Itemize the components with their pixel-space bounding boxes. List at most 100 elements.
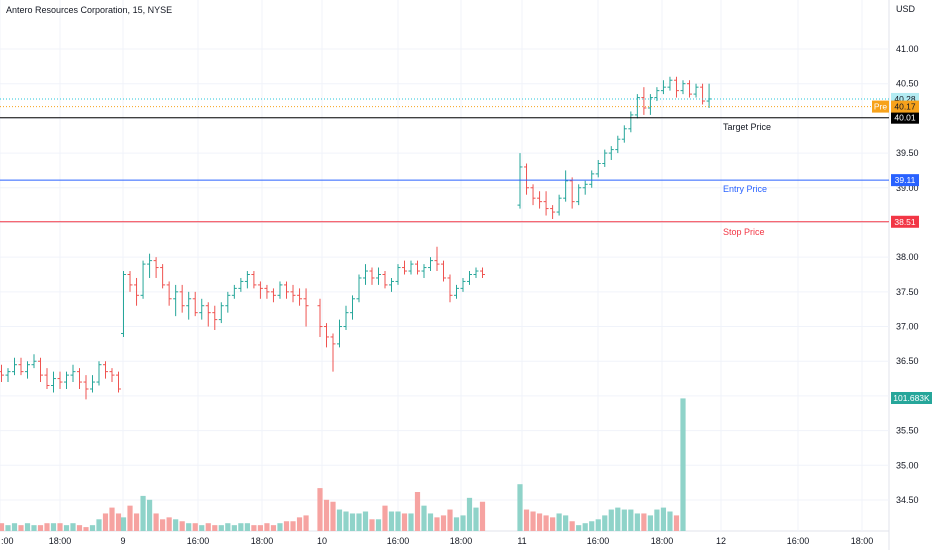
volume-bar: [569, 521, 575, 531]
y-tick-label: 34.50: [896, 495, 919, 505]
volume-bar: [296, 517, 303, 531]
x-tick-label: 11: [517, 536, 526, 546]
volume-bar: [24, 523, 31, 531]
volume-bar: [153, 513, 159, 531]
y-tick-label: 35.00: [896, 460, 919, 470]
volume-bar: [473, 507, 479, 531]
pre-label-text: Pre: [874, 102, 888, 112]
volume-bar: [595, 519, 601, 531]
volume-bar: [362, 511, 369, 531]
pre-label-tag: [872, 100, 889, 113]
volume-bar: [550, 517, 556, 531]
volume-bar: [673, 515, 680, 531]
volume-bar: [63, 525, 70, 531]
volume-bar: [382, 505, 388, 531]
y-tick-label: 35.50: [896, 426, 919, 436]
x-tick-label: 18:00: [49, 536, 72, 546]
entry-price-tag-text: 39.11: [895, 175, 916, 185]
volume-bar: [466, 497, 473, 531]
volume-bar: [102, 513, 109, 531]
volume-bar: [37, 525, 44, 531]
x-tick-label: 16:00: [587, 536, 610, 546]
volume-bar: [11, 523, 18, 531]
volume-bar: [641, 513, 647, 531]
volume-bar: [140, 495, 146, 531]
y-tick-label: 40.50: [896, 79, 919, 89]
chart-title: Antero Resources Corporation, 15, NYSE: [6, 5, 173, 15]
volume-bar: [323, 499, 330, 531]
volume-bar: [460, 515, 466, 531]
volume-bar: [634, 513, 640, 531]
x-tick-label: 10: [317, 536, 327, 546]
stop-price-tag-text: 38.51: [894, 217, 916, 227]
x-tick-label: 16:00: [187, 536, 210, 546]
stop-price-label: Stop Price: [723, 227, 765, 237]
y-tick-label: 37.00: [896, 322, 919, 332]
volume-bar: [115, 513, 122, 531]
volume-bar: [401, 513, 408, 531]
volume-bar: [218, 525, 224, 531]
volume-bar: [517, 484, 523, 531]
volume-bar: [576, 525, 582, 531]
entry-price-tag: [891, 174, 919, 187]
volume-bar: [349, 513, 356, 531]
volume-bar: [109, 507, 115, 531]
volume-bar: [18, 525, 24, 531]
last-price-tag-text: 40.28: [894, 94, 916, 104]
volume-bar: [133, 513, 140, 531]
volume-bar: [96, 519, 102, 531]
volume-bar: [251, 525, 257, 531]
volume-bar: [0, 523, 5, 531]
volume-bar: [146, 499, 153, 531]
volume-bar: [680, 398, 686, 531]
volume-bar: [166, 517, 172, 531]
volume-bar: [543, 515, 549, 531]
volume-bar: [76, 525, 83, 531]
volume-bar: [336, 509, 343, 531]
volume-bar: [395, 511, 401, 531]
volume-bar: [173, 519, 179, 531]
entry-price-label: Entry Price: [723, 184, 767, 194]
y-tick-label: 37.50: [896, 287, 919, 297]
volume-bar: [277, 523, 283, 531]
volume-bar: [530, 511, 536, 531]
volume-bar: [343, 511, 349, 531]
volume-bar: [238, 523, 244, 531]
volume-bar: [127, 505, 133, 531]
y-tick-label: 41.00: [896, 44, 919, 54]
x-tick-label: 16:00: [787, 536, 810, 546]
volume-bar: [536, 513, 543, 531]
volume-bar: [440, 515, 447, 531]
volume-bar: [89, 525, 96, 531]
volume-bar: [563, 515, 569, 531]
volume-bar: [369, 519, 375, 531]
volume-bar: [628, 509, 634, 531]
volume-bar: [356, 513, 362, 531]
pre-value-tag-text: 40.17: [894, 102, 916, 112]
volume-bar: [205, 523, 211, 531]
x-tick-label: 18:00: [851, 536, 874, 546]
x-tick-label: 12: [716, 536, 726, 546]
x-tick-label: 18:00: [651, 536, 674, 546]
volume-bar: [479, 501, 486, 531]
y-tick-label: 39.50: [896, 148, 919, 158]
volume-bar: [667, 511, 673, 531]
y-tick-label: 38.00: [896, 252, 919, 262]
volume-bar: [330, 501, 336, 531]
volume-bar: [70, 523, 76, 531]
volume-bar: [50, 523, 57, 531]
volume-bar: [31, 525, 37, 531]
volume-bar: [264, 523, 270, 531]
volume-bar: [257, 525, 264, 531]
volume-bar: [388, 511, 395, 531]
volume-bar: [408, 513, 414, 531]
volume-bar: [447, 509, 453, 531]
volume-bar: [283, 521, 290, 531]
volume-bar: [290, 521, 296, 531]
pre-value-tag: [891, 100, 919, 113]
target-price-label: Target Price: [723, 122, 771, 132]
x-tick-label: :00: [1, 536, 14, 546]
volume-bar: [615, 507, 621, 531]
y-tick-label: 36.50: [896, 356, 919, 366]
